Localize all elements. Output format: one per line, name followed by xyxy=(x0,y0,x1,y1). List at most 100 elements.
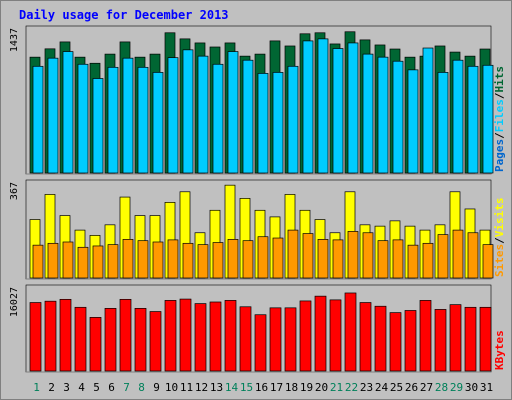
kbytes-bar-day-14 xyxy=(224,300,237,372)
x-tick-label: 12 xyxy=(195,381,208,394)
x-tick-label: 14 xyxy=(225,381,239,394)
files-bar-day-29 xyxy=(452,59,464,174)
files-bar-day-28 xyxy=(437,72,449,174)
sites-bar-day-18 xyxy=(287,229,299,279)
sites-bar-day-3 xyxy=(62,241,74,279)
sites-bar-day-16 xyxy=(257,236,269,279)
files-bar-day-30 xyxy=(467,65,479,174)
sites-bar-day-21 xyxy=(332,239,344,279)
sites-bar-day-1 xyxy=(32,244,44,279)
x-tick-label: 30 xyxy=(465,381,478,394)
sites-bar-day-11 xyxy=(182,242,194,279)
sites-bar-day-7 xyxy=(122,239,134,279)
kbytes-bar-day-6 xyxy=(104,308,117,372)
kbytes-bar-day-12 xyxy=(194,303,207,372)
x-tick-label: 13 xyxy=(210,381,223,394)
x-tick-label: 16 xyxy=(255,381,268,394)
files-bar-day-21 xyxy=(332,48,344,174)
x-tick-label: 26 xyxy=(405,381,418,394)
kbytes-bar-day-26 xyxy=(404,310,417,372)
kbytes-bar-day-22 xyxy=(344,292,357,372)
x-tick-label: 25 xyxy=(390,381,403,394)
legend-separator: / xyxy=(493,237,506,244)
x-tick-label: 23 xyxy=(360,381,373,394)
max-label-hits: 1437 xyxy=(9,28,20,52)
sites-bar-day-5 xyxy=(92,245,104,279)
sites-bar-day-19 xyxy=(302,233,314,279)
sites-bar-day-23 xyxy=(362,232,374,279)
x-tick-label: 15 xyxy=(240,381,253,394)
files-bar-day-20 xyxy=(317,38,329,174)
x-tick-label: 9 xyxy=(153,381,160,394)
kbytes-bar-day-27 xyxy=(419,300,432,372)
sites-bar-day-27 xyxy=(422,242,434,279)
kbytes-bar-day-18 xyxy=(284,307,297,372)
sites-bar-day-25 xyxy=(392,239,404,279)
files-bar-day-5 xyxy=(92,78,104,174)
x-tick-label: 31 xyxy=(480,381,493,394)
sites-bar-day-6 xyxy=(107,244,119,279)
x-tick-label: 17 xyxy=(270,381,283,394)
files-bar-day-10 xyxy=(167,57,179,174)
files-bar-day-19 xyxy=(302,40,314,174)
sites-bar-day-14 xyxy=(227,239,239,279)
sites-bar-day-22 xyxy=(347,231,359,279)
kbytes-bar-day-2 xyxy=(44,300,57,372)
files-bar-day-15 xyxy=(242,59,254,174)
kbytes-bar-day-5 xyxy=(89,317,102,372)
kbytes-bar-day-16 xyxy=(254,314,267,372)
files-bar-day-2 xyxy=(47,57,59,174)
kbytes-bar-day-30 xyxy=(464,306,477,372)
panel-visits: 367 Sites/Visits xyxy=(9,179,506,280)
chart-title: Daily usage for December 2013 xyxy=(19,8,229,22)
kbytes-bar-day-28 xyxy=(434,309,447,372)
files-bar-day-18 xyxy=(287,65,299,174)
kbytes-bar-day-1 xyxy=(29,302,42,372)
files-bar-day-3 xyxy=(62,51,74,174)
files-bar-day-27 xyxy=(422,47,434,174)
files-bar-day-24 xyxy=(377,56,389,174)
x-tick-label: 6 xyxy=(108,381,115,394)
legend-entry-kbytes: KBytes xyxy=(493,330,506,370)
legend-visits: Sites/Visits xyxy=(493,198,506,278)
kbytes-bar-day-21 xyxy=(329,299,342,372)
files-bar-day-14 xyxy=(227,51,239,174)
sites-bar-day-12 xyxy=(197,244,209,279)
sites-bar-day-26 xyxy=(407,244,419,279)
sites-bar-day-13 xyxy=(212,242,224,279)
kbytes-bar-day-20 xyxy=(314,295,327,372)
x-tick-label: 11 xyxy=(180,381,193,394)
x-tick-label: 28 xyxy=(435,381,448,394)
x-tick-label: 10 xyxy=(165,381,178,394)
kbytes-bar-day-3 xyxy=(59,298,72,372)
files-bar-day-12 xyxy=(197,55,209,174)
sites-bar-day-9 xyxy=(152,241,164,279)
sites-bar-day-15 xyxy=(242,240,254,279)
files-bar-day-17 xyxy=(272,72,284,174)
max-label-kbytes: 16027 xyxy=(9,287,20,317)
sites-bar-day-20 xyxy=(317,239,329,279)
files-bar-day-1 xyxy=(32,65,44,174)
x-tick-label: 19 xyxy=(300,381,313,394)
kbytes-bar-day-4 xyxy=(74,306,87,372)
x-tick-label: 4 xyxy=(78,381,85,394)
x-tick-label: 18 xyxy=(285,381,298,394)
legend-separator: / xyxy=(493,132,506,139)
x-tick-label: 27 xyxy=(420,381,433,394)
files-bar-day-23 xyxy=(362,53,374,174)
files-bar-day-26 xyxy=(407,69,419,174)
kbytes-bar-day-25 xyxy=(389,312,402,372)
sites-bar-day-2 xyxy=(47,242,59,279)
x-tick-label: 2 xyxy=(48,381,55,394)
legend-kbytes: KBytes xyxy=(493,330,506,370)
files-bar-day-25 xyxy=(392,60,404,174)
x-tick-label: 21 xyxy=(330,381,343,394)
legend-entry-pages: Pages xyxy=(493,139,506,172)
kbytes-bar-day-15 xyxy=(239,306,252,372)
x-tick-label: 5 xyxy=(93,381,100,394)
panel-kbytes: 16027 KBytes xyxy=(9,284,506,373)
x-tick-label: 1 xyxy=(33,381,40,394)
x-tick-label: 7 xyxy=(123,381,130,394)
